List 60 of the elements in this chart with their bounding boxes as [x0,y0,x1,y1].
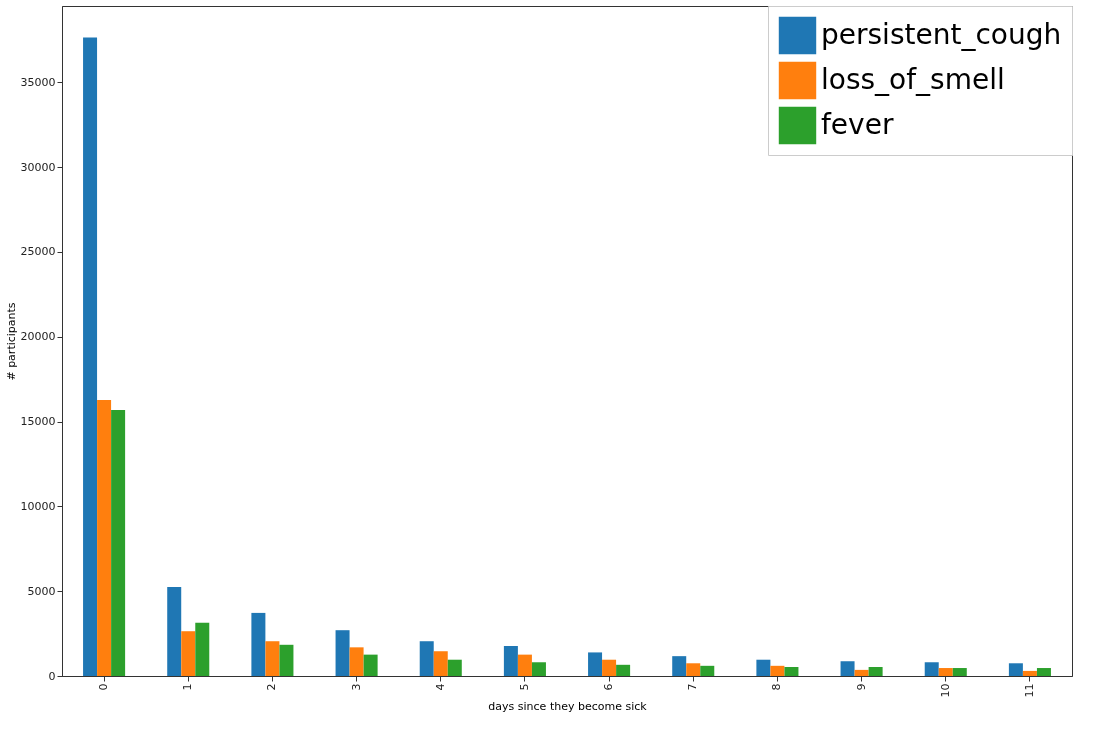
legend-label: persistent_cough [821,17,1062,51]
y-tick-label: 30000 [20,160,56,174]
x-tick-label: 11 [1022,683,1036,698]
bar [1008,663,1023,676]
y-tick-label: 35000 [20,75,56,89]
x-tick-label: 10 [938,683,952,698]
bar [517,654,532,676]
x-tick-label: 4 [433,683,447,691]
bar [195,622,210,676]
x-tick-label: 6 [602,683,616,691]
bar [433,651,448,676]
bar [335,630,350,676]
bar [83,37,98,676]
bar [111,410,126,676]
bar [1036,668,1051,676]
bar [686,663,701,676]
bar [279,644,294,676]
bar [265,641,280,676]
bar [251,612,266,676]
bar [447,659,462,676]
x-tick-label: 8 [770,683,784,691]
x-tick-label: 3 [349,683,363,691]
x-tick-label: 9 [854,683,868,691]
y-tick-label: 15000 [20,415,56,429]
bar [97,400,112,676]
legend-label: fever [821,107,894,141]
y-tick-label: 25000 [20,245,56,259]
bar [938,668,953,676]
y-axis-title: # participants [4,302,18,381]
y-tick-label: 10000 [20,499,56,513]
y-tick-label: 5000 [27,584,56,598]
bar [602,659,617,676]
bar [840,661,855,676]
bar [1022,670,1037,676]
bar [854,669,869,676]
bar [363,654,378,676]
bar [924,662,939,676]
bar [952,668,967,676]
bar [868,667,883,676]
x-axis-title: days since they become sick [488,700,648,714]
legend-label: loss_of_smell [821,62,1005,96]
x-tick-label: 7 [686,683,700,691]
bar [770,665,785,676]
bar [700,665,715,676]
bar [503,645,518,676]
y-tick-label: 20000 [20,330,56,344]
bar [167,586,182,676]
bar [756,659,771,676]
x-tick-label: 2 [265,683,279,691]
bar [588,652,603,676]
bar [616,664,631,676]
x-tick-label: 1 [181,683,195,691]
bar [672,656,687,676]
bar [349,647,364,676]
bar [531,662,546,676]
bar [784,667,799,676]
x-tick-label: 0 [97,683,111,691]
x-tick-label: 5 [517,683,531,691]
bar [419,641,434,676]
bar [181,631,196,676]
